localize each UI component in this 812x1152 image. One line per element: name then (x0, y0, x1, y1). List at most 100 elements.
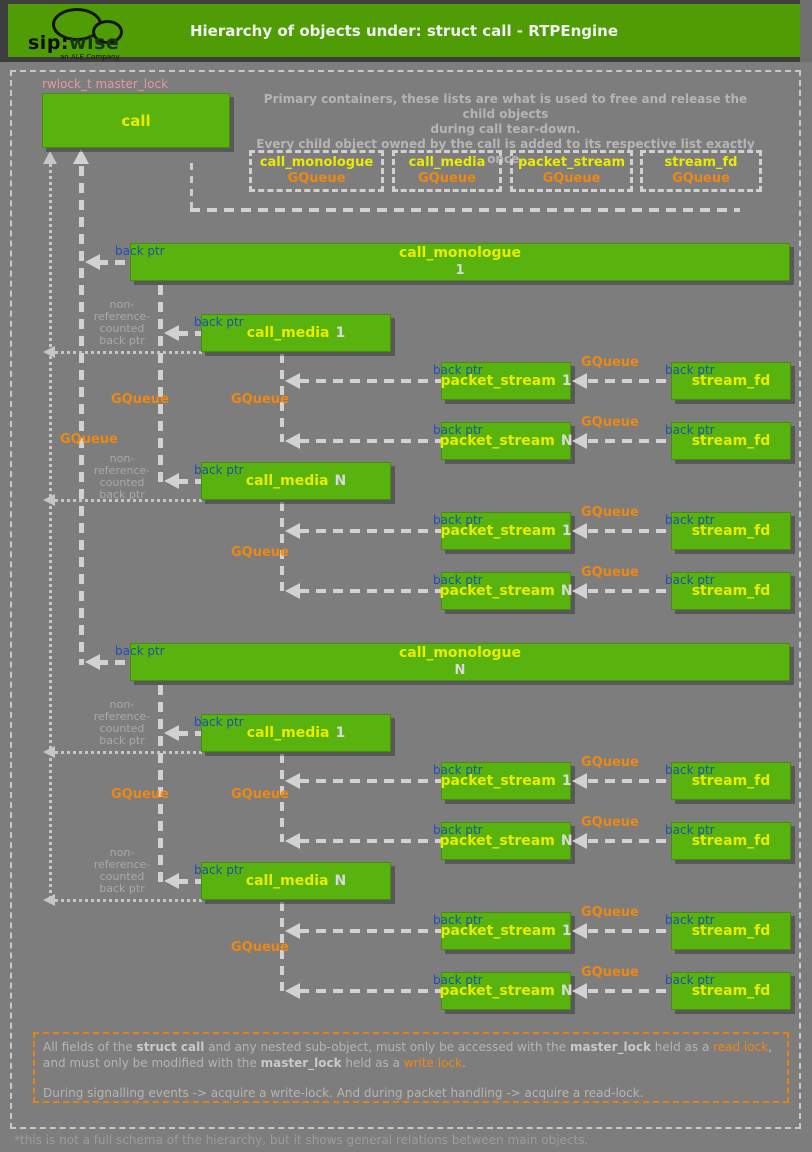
stream-fd-box: stream_fd (671, 912, 791, 950)
diagram-border (10, 70, 801, 1129)
stream-fd-arrow-icon (572, 433, 587, 449)
stream-fd-dash (588, 779, 671, 783)
note-line-3: During signalling events -> acquire a wr… (43, 1086, 644, 1100)
gqueue-label: GQueue (581, 905, 639, 920)
container-call-monologue: call_monologue GQueue (249, 150, 384, 192)
media-back-ptr-line (158, 285, 163, 485)
back-ptr-label: back ptr (433, 573, 483, 587)
back-ptr-dash (299, 989, 441, 993)
back-ptr-arrow-icon (285, 773, 300, 789)
lock-note-box: All fields of the struct call and any ne… (33, 1032, 789, 1103)
gqueue-label: GQueue (231, 940, 289, 955)
stream-fd-dash (588, 529, 671, 533)
stream-queue-line (280, 902, 284, 992)
back-ptr-arrow-icon (85, 254, 100, 270)
back-ptr-label: back ptr (665, 913, 715, 927)
gqueue-label: GQueue (581, 965, 639, 980)
gqueue-label: GQueue (581, 565, 639, 580)
note-text: All fields of the (43, 1040, 137, 1054)
note-text: and any nested sub-object, must only be … (204, 1040, 570, 1054)
non-ref-back-ptr-arrow-icon (43, 494, 55, 506)
back-ptr-dash (299, 439, 441, 443)
back-ptr-dash (98, 260, 130, 265)
intro-text: Primary containers, these lists are what… (253, 92, 758, 167)
packet-stream-1-box: packet_stream 1 (440, 512, 572, 550)
stream-fd-arrow-icon (572, 833, 587, 849)
non-ref-back-ptr-arrow-icon (43, 151, 57, 164)
back-ptr-arrow-icon (285, 583, 300, 599)
box-index: N (334, 473, 347, 489)
call-monologue-n-box: call_monologue N (130, 643, 790, 681)
box-index: N (454, 663, 466, 678)
speech-bubble-small-icon (92, 20, 123, 44)
gqueue-label: GQueue (581, 815, 639, 830)
back-ptr-label: back ptr (194, 463, 244, 477)
note-bold-text: master_lock (260, 1056, 342, 1070)
back-ptr-arrow-icon (164, 325, 179, 341)
call-box: call (42, 93, 230, 148)
box-label: call_monologue (398, 245, 522, 261)
note-text: , (768, 1040, 772, 1054)
container-name: packet_stream (517, 155, 626, 170)
gqueue-label: GQueue (231, 787, 289, 802)
back-ptr-dash (299, 589, 441, 593)
note-line-1: All fields of the struct call and any ne… (43, 1039, 779, 1055)
container-name: call_media (408, 155, 486, 170)
back-ptr-arrow-icon (85, 654, 100, 670)
back-ptr-label: back ptr (433, 763, 483, 777)
logo-tagline: an ALE Company (60, 53, 120, 61)
back-ptr-label: back ptr (665, 423, 715, 437)
header-bar (8, 4, 800, 57)
non-ref-back-ptr-line (55, 751, 205, 754)
gqueue-label: GQueue (581, 755, 639, 770)
note-accent-text: write lock (403, 1056, 462, 1070)
non-ref-back-ptr-arrow-icon (43, 746, 55, 758)
stream-fd-box: stream_fd (671, 822, 791, 860)
stream-queue-line (280, 354, 284, 442)
non-ref-back-ptr-line (55, 351, 205, 354)
back-ptr-dash (299, 529, 441, 533)
intro-line-2: during call tear-down. (430, 122, 581, 136)
back-ptr-arrow-icon (164, 725, 179, 741)
note-text: held as a (650, 1040, 714, 1054)
box-label: call_media (245, 473, 329, 489)
stream-fd-dash (588, 839, 671, 843)
stream-fd-arrow-icon (572, 773, 587, 789)
monologue-back-ptr-line (79, 166, 84, 665)
call-box-label: call (121, 111, 151, 130)
box-index: 1 (455, 263, 465, 278)
box-index: N (334, 873, 347, 889)
back-ptr-label: back ptr (433, 363, 483, 377)
back-ptr-label: back ptr (194, 715, 244, 729)
gqueue-label: GQueue (581, 505, 639, 520)
back-ptr-dash (178, 879, 201, 884)
container-queue: GQueue (672, 171, 730, 186)
non-ref-back-ptr-line (49, 164, 52, 901)
gqueue-label: GQueue (111, 392, 169, 407)
container-queue: GQueue (542, 171, 601, 186)
stream-fd-arrow-icon (572, 983, 587, 999)
back-ptr-label: back ptr (433, 513, 483, 527)
note-spacer (43, 1071, 779, 1085)
logo-wise-text: wise (69, 32, 120, 54)
container-packet-stream: packet_stream GQueue (510, 150, 633, 192)
sipwise-logo: sip:wise an ALE Company (28, 8, 138, 61)
back-ptr-dash (178, 731, 201, 736)
back-ptr-dash (299, 379, 441, 383)
back-ptr-arrow-icon (285, 373, 300, 389)
packet-stream-1-box: packet_stream 1 (440, 362, 572, 400)
note-text: and must only be modified with the (43, 1056, 261, 1070)
box-label: call_media (246, 325, 330, 341)
box-index: 1 (335, 725, 346, 741)
logo-wordmark: sip:wise (28, 32, 119, 54)
stream-fd-arrow-icon (572, 923, 587, 939)
container-stream-fd: stream_fd GQueue (640, 150, 762, 192)
container-name: call_monologue (259, 155, 374, 170)
logo-sip-text: sip: (28, 32, 70, 54)
stream-fd-dash (588, 439, 671, 443)
packet-stream-n-box: packet_stream N (439, 822, 573, 860)
box-label: call_media (246, 725, 330, 741)
back-ptr-label: back ptr (433, 823, 483, 837)
non-ref-back-ptr-label: non-reference-counted back ptr (93, 452, 151, 501)
back-ptr-arrow-icon (164, 473, 179, 489)
